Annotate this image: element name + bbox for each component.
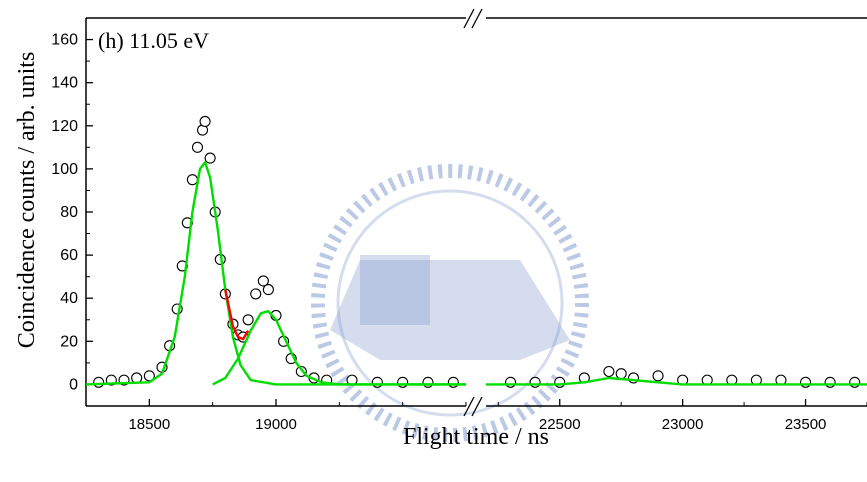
data-point (204, 152, 216, 164)
data-point (615, 368, 627, 380)
sum-fit-line (224, 289, 250, 341)
x-tick-label: 19000 (255, 416, 297, 433)
y-axis-ticks: 0 20 40 60 80 100 120 140 160 (51, 32, 93, 393)
data-point (257, 275, 269, 287)
x-tick-label: 22500 (539, 416, 581, 433)
data-point (529, 376, 541, 388)
series-layer (86, 115, 867, 388)
data-point (652, 370, 664, 382)
data-point (603, 365, 615, 378)
data-point (93, 376, 105, 388)
y-axis-title: Coincidence counts / arb. units (14, 52, 40, 349)
data-point (799, 376, 812, 388)
y-tick-label: 40 (60, 290, 78, 307)
component-fit-line (86, 161, 466, 386)
data-point (554, 376, 566, 388)
x-axis-ticks: 18500 19000 22500 23000 23500 (85, 399, 867, 433)
x-tick-label: 23500 (785, 416, 827, 433)
data-point (371, 376, 383, 388)
data-point (143, 370, 155, 382)
data-point (199, 115, 211, 128)
data-point (397, 376, 409, 388)
watermark-logo (311, 164, 589, 442)
y-tick-label: 80 (60, 204, 78, 221)
x-tick-label: 23000 (662, 416, 704, 433)
x-tick-label: 18500 (128, 416, 170, 433)
chart-annotation: (h) 11.05 eV (98, 28, 209, 53)
data-point (262, 284, 274, 296)
data-point (824, 376, 836, 388)
data-point (505, 376, 517, 388)
data-point (250, 288, 262, 300)
axis-break-top (463, 8, 483, 29)
data-point (422, 376, 434, 388)
data-point (242, 314, 254, 326)
y-tick-label: 60 (60, 247, 78, 264)
x-axis-title: Flight time / ns (403, 424, 549, 450)
y-tick-label: 0 (69, 376, 78, 393)
data-point (849, 376, 861, 388)
data-point (191, 141, 204, 153)
axis-break-bottom (463, 396, 483, 417)
component-fit-line (212, 310, 466, 386)
y-tick-label: 140 (51, 75, 78, 92)
component-fit-line (486, 376, 867, 386)
y-tick-label: 160 (51, 32, 78, 49)
data-point (447, 376, 459, 388)
y-tick-label: 20 (60, 333, 78, 350)
data-point (186, 174, 198, 186)
y-tick-label: 120 (51, 118, 78, 135)
y-tick-label: 100 (51, 161, 78, 178)
